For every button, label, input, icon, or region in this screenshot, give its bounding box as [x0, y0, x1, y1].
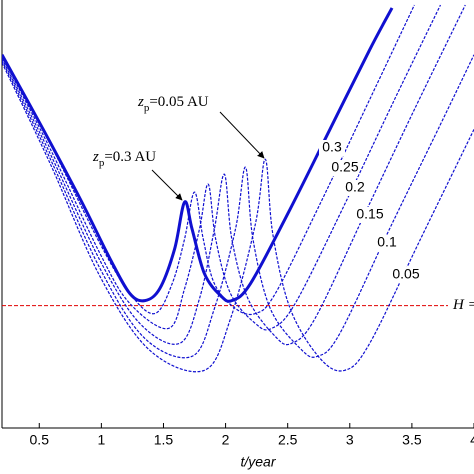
series-line: [2, 4, 466, 346]
series-label: 0.1: [377, 234, 397, 250]
annotation-part: =0.05 AU: [149, 94, 208, 110]
x-tick-label: 0.5: [30, 432, 50, 448]
series-label: 0.05: [392, 266, 419, 282]
x-tick-label: 2.5: [278, 432, 298, 448]
series-label: 0.3: [322, 139, 342, 155]
x-tick-label: 4: [470, 432, 474, 448]
annotation-arrow: [151, 169, 183, 201]
series-label-bg: [342, 180, 368, 196]
annotation-part: z: [92, 149, 99, 165]
series-line: [2, 4, 415, 316]
x-tick-label: 1.5: [154, 432, 174, 448]
series-label-bg: [332, 160, 358, 176]
series-line: [2, 4, 442, 331]
x-tick-label: 1: [97, 432, 105, 448]
series-label-bg: [393, 267, 419, 283]
series-label-bg: [374, 235, 400, 251]
annotation-part: z: [137, 94, 144, 110]
annotation: zp=0.05 AU: [137, 94, 209, 113]
annotation-subscript: p: [99, 157, 105, 169]
series-line: [2, 54, 474, 359]
reference-label: H =: [452, 297, 474, 313]
series-label: 0.25: [331, 159, 358, 175]
series-label-bg: [319, 140, 345, 156]
x-tick-label: 2: [222, 432, 230, 448]
series-line: [2, 62, 474, 373]
series-label: 0.2: [345, 179, 365, 195]
annotation: zp=0.3 AU: [92, 149, 156, 168]
x-axis-label: t/year: [240, 454, 276, 470]
series-label: 0.15: [356, 206, 383, 222]
annotation-arrow: [219, 111, 265, 159]
series-label-bg: [357, 207, 383, 223]
x-tick-label: 3.5: [402, 432, 422, 448]
plot-area: [2, 4, 474, 373]
annotation-subscript: p: [144, 102, 150, 114]
x-tick-label: 3: [346, 432, 354, 448]
annotation-part: =0.3 AU: [104, 149, 156, 165]
